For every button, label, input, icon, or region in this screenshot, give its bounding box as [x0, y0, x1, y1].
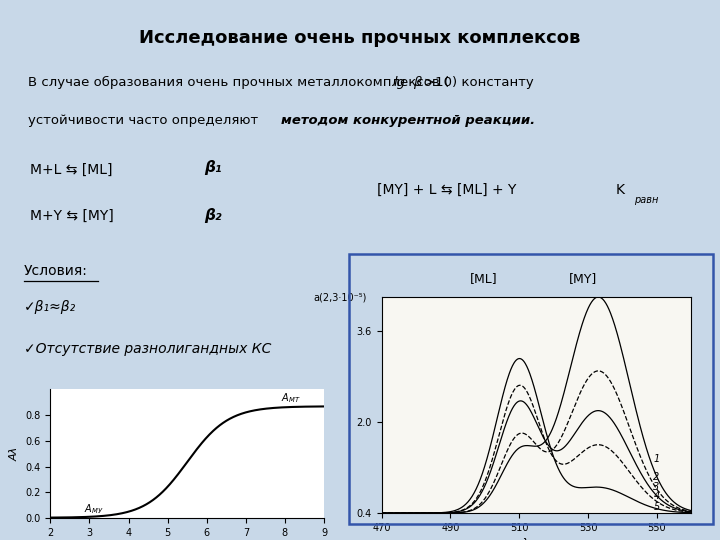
Text: устойчивости часто определяют: устойчивости часто определяют	[28, 114, 263, 127]
Text: [MY]: [MY]	[569, 272, 597, 285]
Text: a(2,3·10⁻⁵): a(2,3·10⁻⁵)	[313, 293, 367, 303]
Text: Исследование очень прочных комплексов: Исследование очень прочных комплексов	[139, 29, 581, 47]
Text: В случае образования очень прочных металлокомплексов (: В случае образования очень прочных метал…	[28, 76, 449, 89]
Text: β: β	[413, 76, 421, 89]
Text: 2: 2	[653, 472, 660, 482]
Text: M+Y ⇆ [MY]: M+Y ⇆ [MY]	[30, 209, 114, 223]
Text: 3: 3	[653, 482, 660, 492]
Text: 5: 5	[653, 502, 660, 511]
Text: >10) константу: >10) константу	[423, 76, 534, 89]
Text: $A_{МТ}$: $A_{МТ}$	[281, 391, 301, 405]
Text: [ML]: [ML]	[470, 272, 498, 285]
Text: [MY] + L ⇆ [ML] + Y: [MY] + L ⇆ [ML] + Y	[377, 183, 517, 197]
Y-axis label: Aλ: Aλ	[10, 447, 19, 461]
Text: методом конкурентной реакции.: методом конкурентной реакции.	[281, 114, 535, 127]
Text: ✓Отсутствие разнолигандных КС: ✓Отсутствие разнолигандных КС	[24, 342, 271, 356]
Text: 1: 1	[653, 454, 660, 464]
Text: ✓β₁≈β₂: ✓β₁≈β₂	[24, 300, 76, 314]
X-axis label: λ, нм: λ, нм	[522, 538, 551, 540]
Text: равн: равн	[634, 195, 658, 205]
Text: M+L ⇆ [ML]: M+L ⇆ [ML]	[30, 163, 113, 177]
Text: β₁: β₁	[204, 160, 222, 174]
Text: $A_{МУ}$: $A_{МУ}$	[84, 502, 103, 516]
Text: K: K	[616, 183, 625, 197]
Text: Условия:: Условия:	[24, 264, 88, 278]
Text: lg: lg	[394, 76, 406, 89]
Text: 4: 4	[653, 491, 660, 501]
Text: β₂: β₂	[204, 208, 222, 223]
